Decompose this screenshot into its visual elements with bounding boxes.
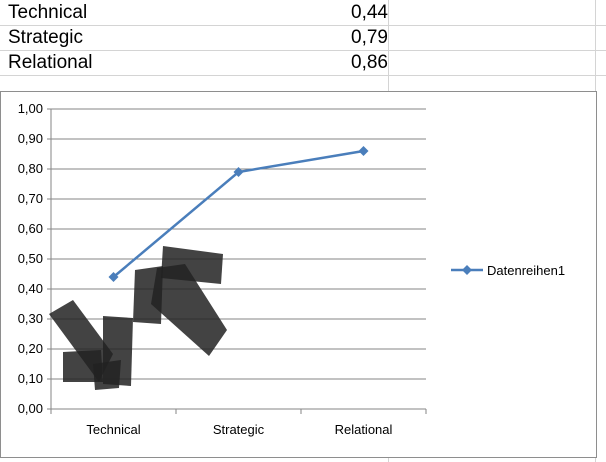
x-tick-label: Technical [86, 422, 140, 437]
y-axis-ticks: 0,00 0,10 0,20 0,30 0,40 0,50 0,60 0,70 0,80 0,90… [18, 101, 43, 416]
cell-technical-label[interactable]: Technical [8, 2, 88, 23]
cell-technical-value[interactable]: 0,44 [351, 2, 388, 23]
data-point-marker[interactable] [358, 146, 369, 156]
data-point-marker[interactable] [108, 272, 119, 282]
scribble-mark [93, 360, 121, 390]
legend-label: Datenreihen1 [487, 263, 565, 278]
series-datenreihen1[interactable] [108, 146, 369, 282]
data-point-marker[interactable] [233, 167, 244, 177]
y-tick-label: 0,60 [18, 221, 43, 236]
y-tick-label: 1,00 [18, 101, 43, 116]
y-tick-label: 0,90 [18, 131, 43, 146]
y-tick-label: 0,20 [18, 341, 43, 356]
cell-strategic-label[interactable]: Strategic [8, 27, 83, 48]
y-tick-label: 0,70 [18, 191, 43, 206]
x-tick-label: Relational [335, 422, 393, 437]
cell-strategic-value[interactable]: 0,79 [351, 27, 388, 48]
y-tick-label: 0,00 [18, 401, 43, 416]
row-divider [0, 75, 606, 76]
scribble-overlay [49, 246, 227, 390]
x-tick-label: Strategic [213, 422, 265, 437]
y-tick-label: 0,10 [18, 371, 43, 386]
row-divider [0, 25, 606, 26]
legend-marker [462, 265, 472, 275]
x-axis-ticks: Technical Strategic Relational [86, 422, 392, 437]
scribble-mark [151, 264, 227, 356]
row-divider [0, 50, 606, 51]
embedded-chart[interactable]: 0,00 0,10 0,20 0,30 0,40 0,50 0,60 0,70 0,80 0,90… [0, 91, 597, 458]
line-chart[interactable]: 0,00 0,10 0,20 0,30 0,40 0,50 0,60 0,70 0,80 0,90… [1, 92, 596, 457]
legend[interactable]: Datenreihen1 [451, 263, 565, 278]
scribble-mark [63, 350, 103, 382]
y-tick-label: 0,80 [18, 161, 43, 176]
cell-relational-value[interactable]: 0,86 [351, 52, 388, 73]
y-tick-label: 0,30 [18, 311, 43, 326]
y-tick-label: 0,50 [18, 251, 43, 266]
y-tick-label: 0,40 [18, 281, 43, 296]
cell-relational-label[interactable]: Relational [8, 52, 93, 73]
